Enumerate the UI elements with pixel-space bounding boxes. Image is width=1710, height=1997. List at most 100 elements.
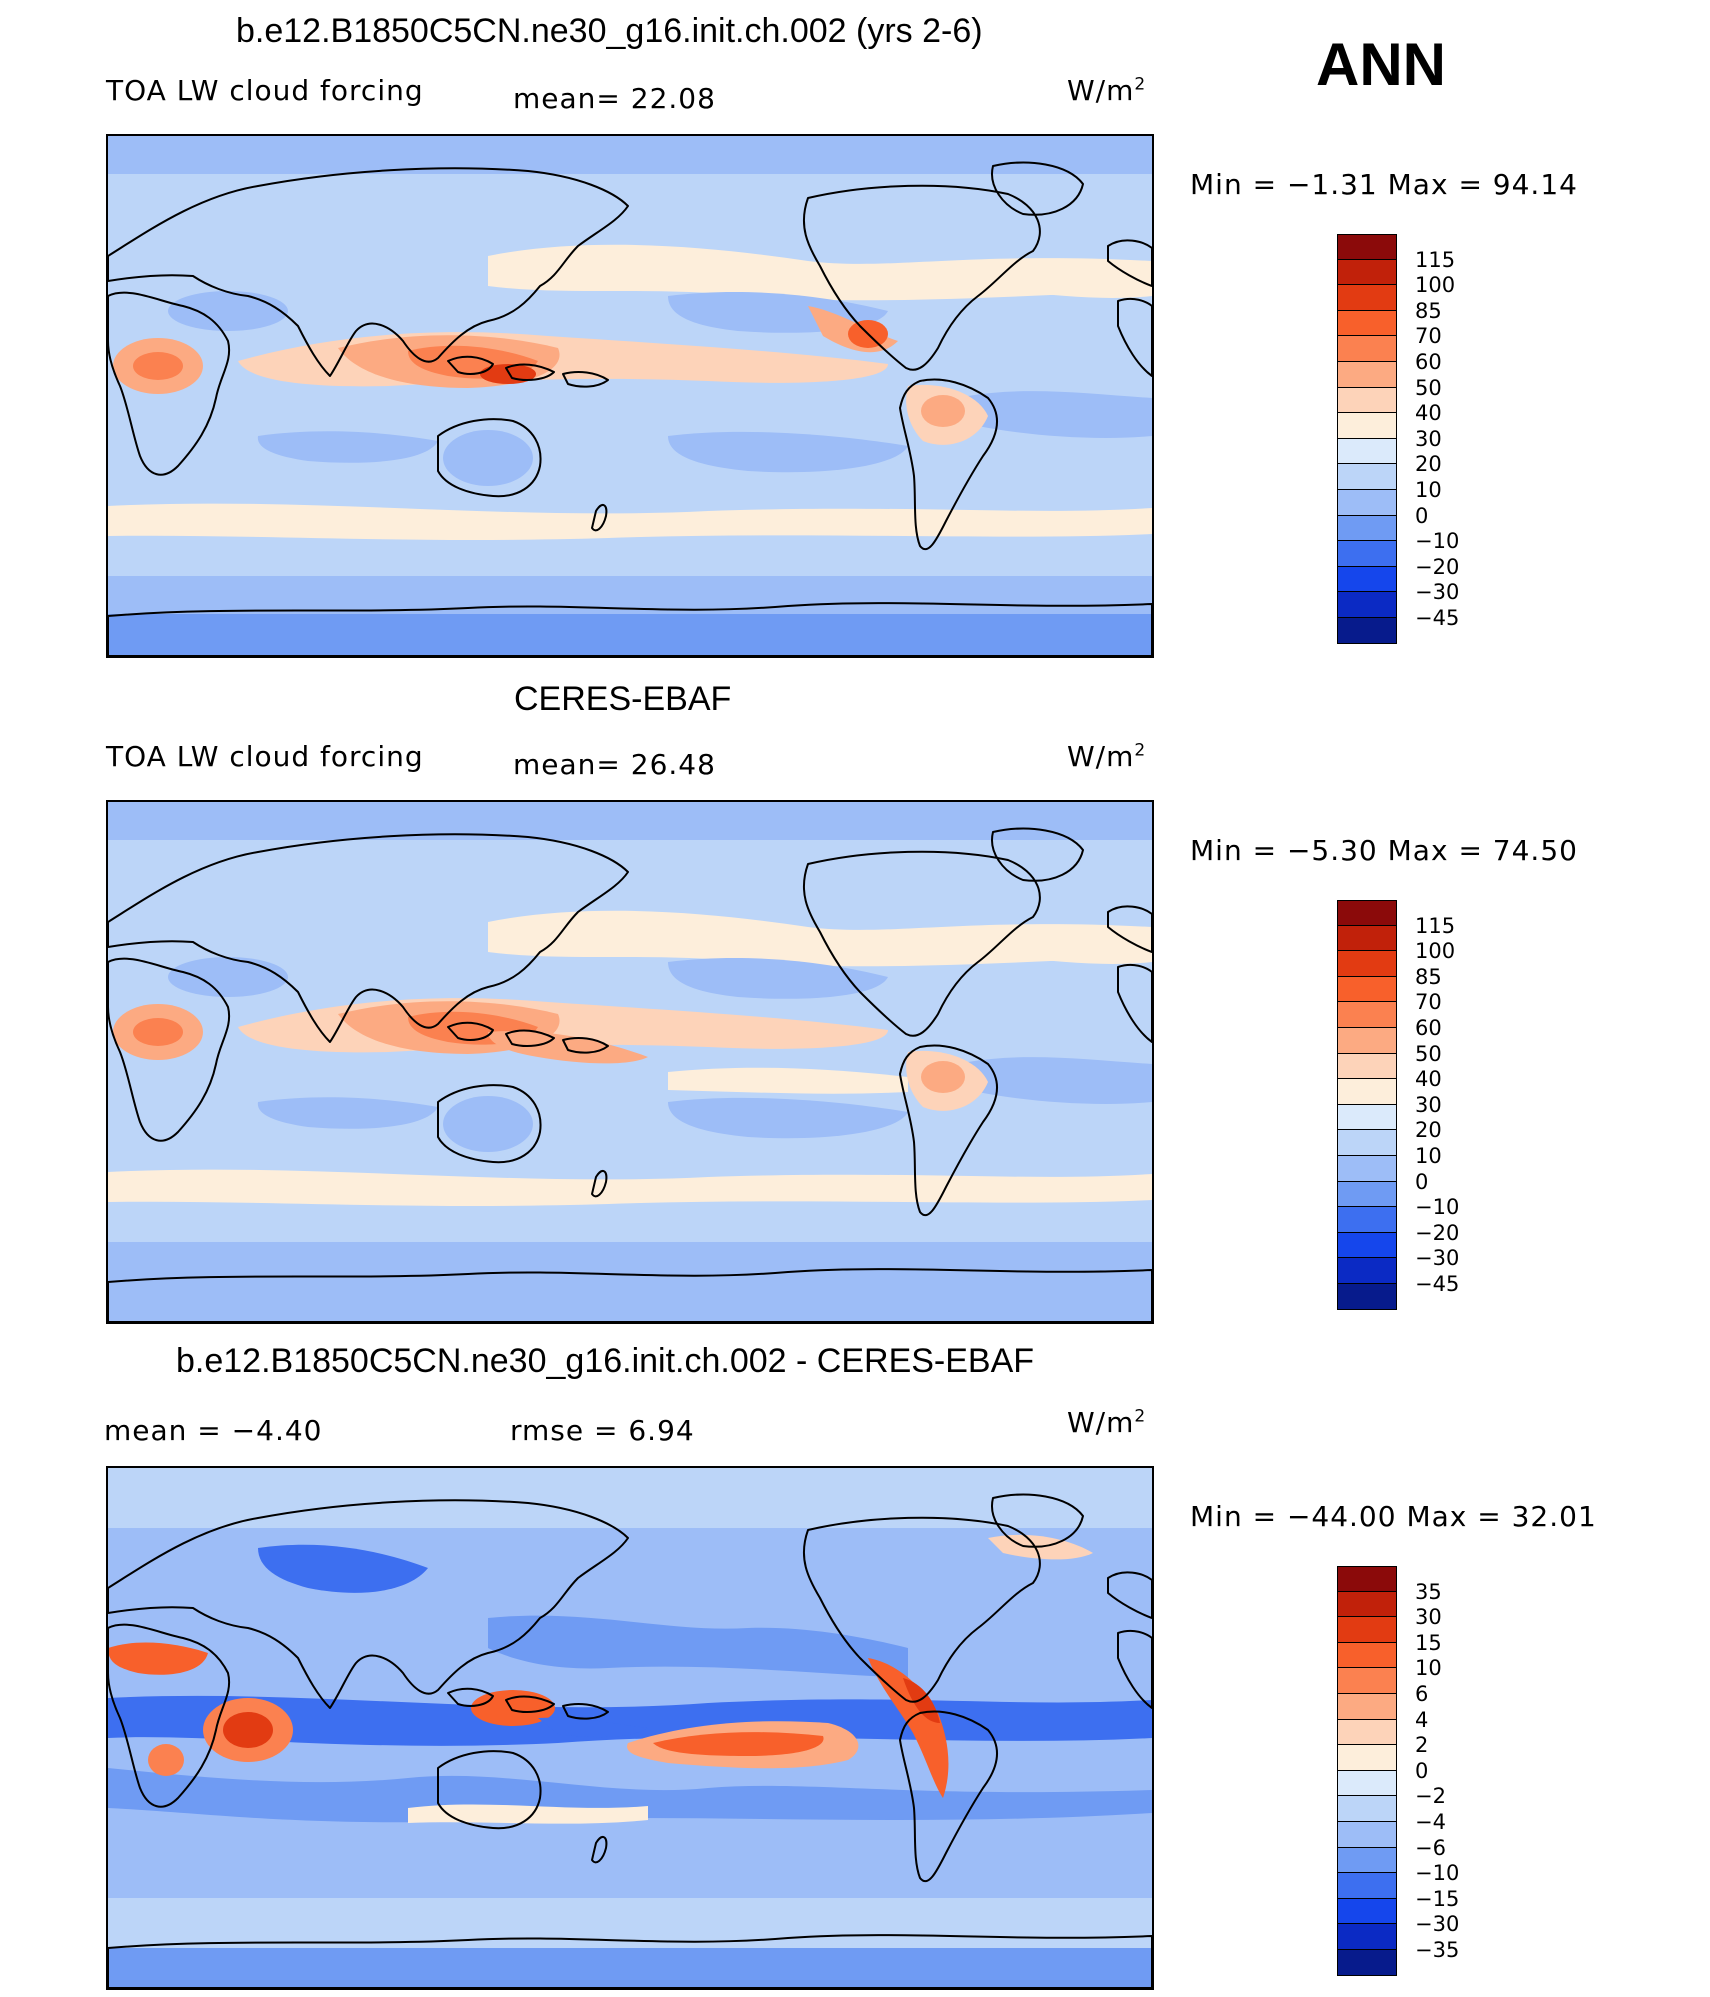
colorbar-swatch	[1337, 1284, 1397, 1310]
colorbar-tick-label: 30	[1415, 426, 1442, 451]
variable-label: TOA LW cloud forcing	[106, 74, 424, 107]
colorbar-tick-label: 20	[1415, 1118, 1442, 1143]
rmse-label: rmse = 6.94	[510, 1414, 695, 1447]
colorbar-tick-label: 115	[1415, 913, 1456, 938]
panel-title: CERES-EBAF	[514, 680, 732, 718]
colorbar-tick-label: 40	[1415, 401, 1442, 426]
season-label: ANN	[1316, 31, 1446, 98]
colorbar-swatch	[1337, 413, 1397, 439]
colorbar-tick-label: −20	[1415, 554, 1460, 579]
colorbar-tick-label: 0	[1415, 503, 1429, 528]
colorbar-tick-label: −10	[1415, 1861, 1460, 1886]
mean-label: mean= 26.48	[513, 748, 716, 781]
colorbar-obs: 115 100 85 70 60 50 40 30 20 10 0 −10 −20 −30 −45	[1337, 900, 1459, 1310]
colorbar-swatch	[1337, 1898, 1397, 1925]
colorbar-tick-label: 15	[1415, 1630, 1442, 1655]
colorbar-swatch	[1337, 1924, 1397, 1950]
colorbar-swatch	[1337, 362, 1397, 388]
colorbar-swatch	[1337, 1258, 1397, 1284]
colorbar-swatch	[1337, 1079, 1397, 1105]
colorbar-swatch	[1337, 1591, 1397, 1618]
colorbar-tick-label: 100	[1415, 939, 1456, 964]
colorbar-tick-label: 115	[1415, 247, 1456, 272]
mean-label: mean= 22.08	[513, 82, 716, 115]
colorbar-swatch	[1337, 1694, 1397, 1720]
colorbar-swatch	[1337, 1668, 1397, 1694]
colorbar-swatch	[1337, 1642, 1397, 1669]
colorbar-tick-label: 20	[1415, 452, 1442, 477]
colorbar-swatch	[1337, 976, 1397, 1003]
min-max-label: Min = −1.31 Max = 94.14	[1190, 168, 1578, 201]
colorbar-tick-label: 10	[1415, 1144, 1442, 1168]
variable-label: TOA LW cloud forcing	[106, 740, 424, 773]
colorbar-tick-label: 4	[1415, 1707, 1429, 1732]
colorbar-diff: 35 30 15 10 6 4 2 0 −2 −4 −6 −10 −15 −30 −35	[1337, 1566, 1459, 1976]
colorbar-swatch	[1337, 387, 1397, 414]
colorbar-tick-label: 50	[1415, 375, 1442, 400]
map-obs	[106, 800, 1154, 1324]
map-diff	[106, 1466, 1154, 1990]
min-max-label: Min = −5.30 Max = 74.50	[1190, 834, 1578, 867]
colorbar-swatch	[1337, 566, 1397, 593]
colorbar-tick-label: 6	[1415, 1682, 1429, 1706]
colorbar-swatch	[1337, 925, 1397, 952]
colorbar-tick-label: 30	[1415, 1092, 1442, 1117]
colorbar-tick-label: −45	[1415, 606, 1460, 630]
colorbar-tick-label: 30	[1415, 1605, 1442, 1630]
colorbar-tick-label: −10	[1415, 529, 1460, 554]
colorbar-swatch	[1337, 1847, 1397, 1874]
colorbar-swatch	[1337, 1770, 1397, 1797]
colorbar-swatch	[1337, 310, 1397, 337]
colorbar-swatch	[1337, 234, 1397, 260]
colorbar-tick-label: 70	[1415, 324, 1442, 349]
units-label: W/m2	[1067, 1406, 1147, 1439]
colorbar-tick-label: 10	[1415, 1656, 1442, 1681]
colorbar-swatch	[1337, 336, 1397, 362]
colorbar-tick-label: 0	[1415, 1758, 1429, 1783]
colorbar-tick-label: −10	[1415, 1195, 1460, 1220]
colorbar-swatch	[1337, 1950, 1397, 1976]
colorbar-swatch	[1337, 1873, 1397, 1899]
colorbar-swatch	[1337, 541, 1397, 567]
colorbar-tick-label: 35	[1415, 1579, 1442, 1604]
colorbar-swatch	[1337, 592, 1397, 618]
colorbar-tick-label: 60	[1415, 1016, 1442, 1040]
colorbar-swatch	[1337, 464, 1397, 490]
colorbar-tick-label: 0	[1415, 1169, 1429, 1194]
colorbar-swatch	[1337, 1156, 1397, 1182]
colorbar-swatch	[1337, 1053, 1397, 1080]
colorbar-tick-label: 100	[1415, 273, 1456, 298]
colorbar-tick-label: 2	[1415, 1733, 1429, 1758]
units-label: W/m2	[1067, 740, 1147, 773]
colorbar-swatch	[1337, 1745, 1397, 1771]
colorbar-swatch	[1337, 1028, 1397, 1054]
colorbar-tick-label: 60	[1415, 350, 1442, 374]
colorbar-tick-label: −30	[1415, 580, 1460, 605]
colorbar-swatch	[1337, 490, 1397, 516]
colorbar-tick-label: 70	[1415, 990, 1442, 1015]
colorbar-tick-label: −20	[1415, 1220, 1460, 1245]
colorbar-swatch	[1337, 515, 1397, 542]
colorbar-swatch	[1337, 1617, 1397, 1643]
panel-title: b.e12.B1850C5CN.ne30_g16.init.ch.002 - C…	[176, 1342, 1035, 1380]
colorbar-tick-label: −15	[1415, 1886, 1460, 1911]
colorbar-swatch	[1337, 1566, 1397, 1592]
colorbar-swatch	[1337, 438, 1397, 465]
colorbar-swatch	[1337, 1181, 1397, 1208]
colorbar-tick-label: −45	[1415, 1272, 1460, 1296]
colorbar-swatch	[1337, 1207, 1397, 1233]
colorbar-tick-label: 10	[1415, 478, 1442, 502]
colorbar-swatch	[1337, 1002, 1397, 1028]
colorbar-tick-label: −2	[1415, 1784, 1446, 1809]
colorbar-swatch	[1337, 1719, 1397, 1746]
colorbar-tick-label: −35	[1415, 1938, 1460, 1962]
colorbar-swatch	[1337, 900, 1397, 926]
colorbar-swatch	[1337, 1104, 1397, 1131]
map-model	[106, 134, 1154, 658]
colorbar-swatch	[1337, 951, 1397, 977]
colorbar-swatch	[1337, 1822, 1397, 1848]
colorbar-swatch	[1337, 1130, 1397, 1156]
colorbar-swatch	[1337, 1796, 1397, 1822]
mean-label: mean = −4.40	[104, 1414, 323, 1447]
colorbar-tick-label: 85	[1415, 298, 1442, 323]
